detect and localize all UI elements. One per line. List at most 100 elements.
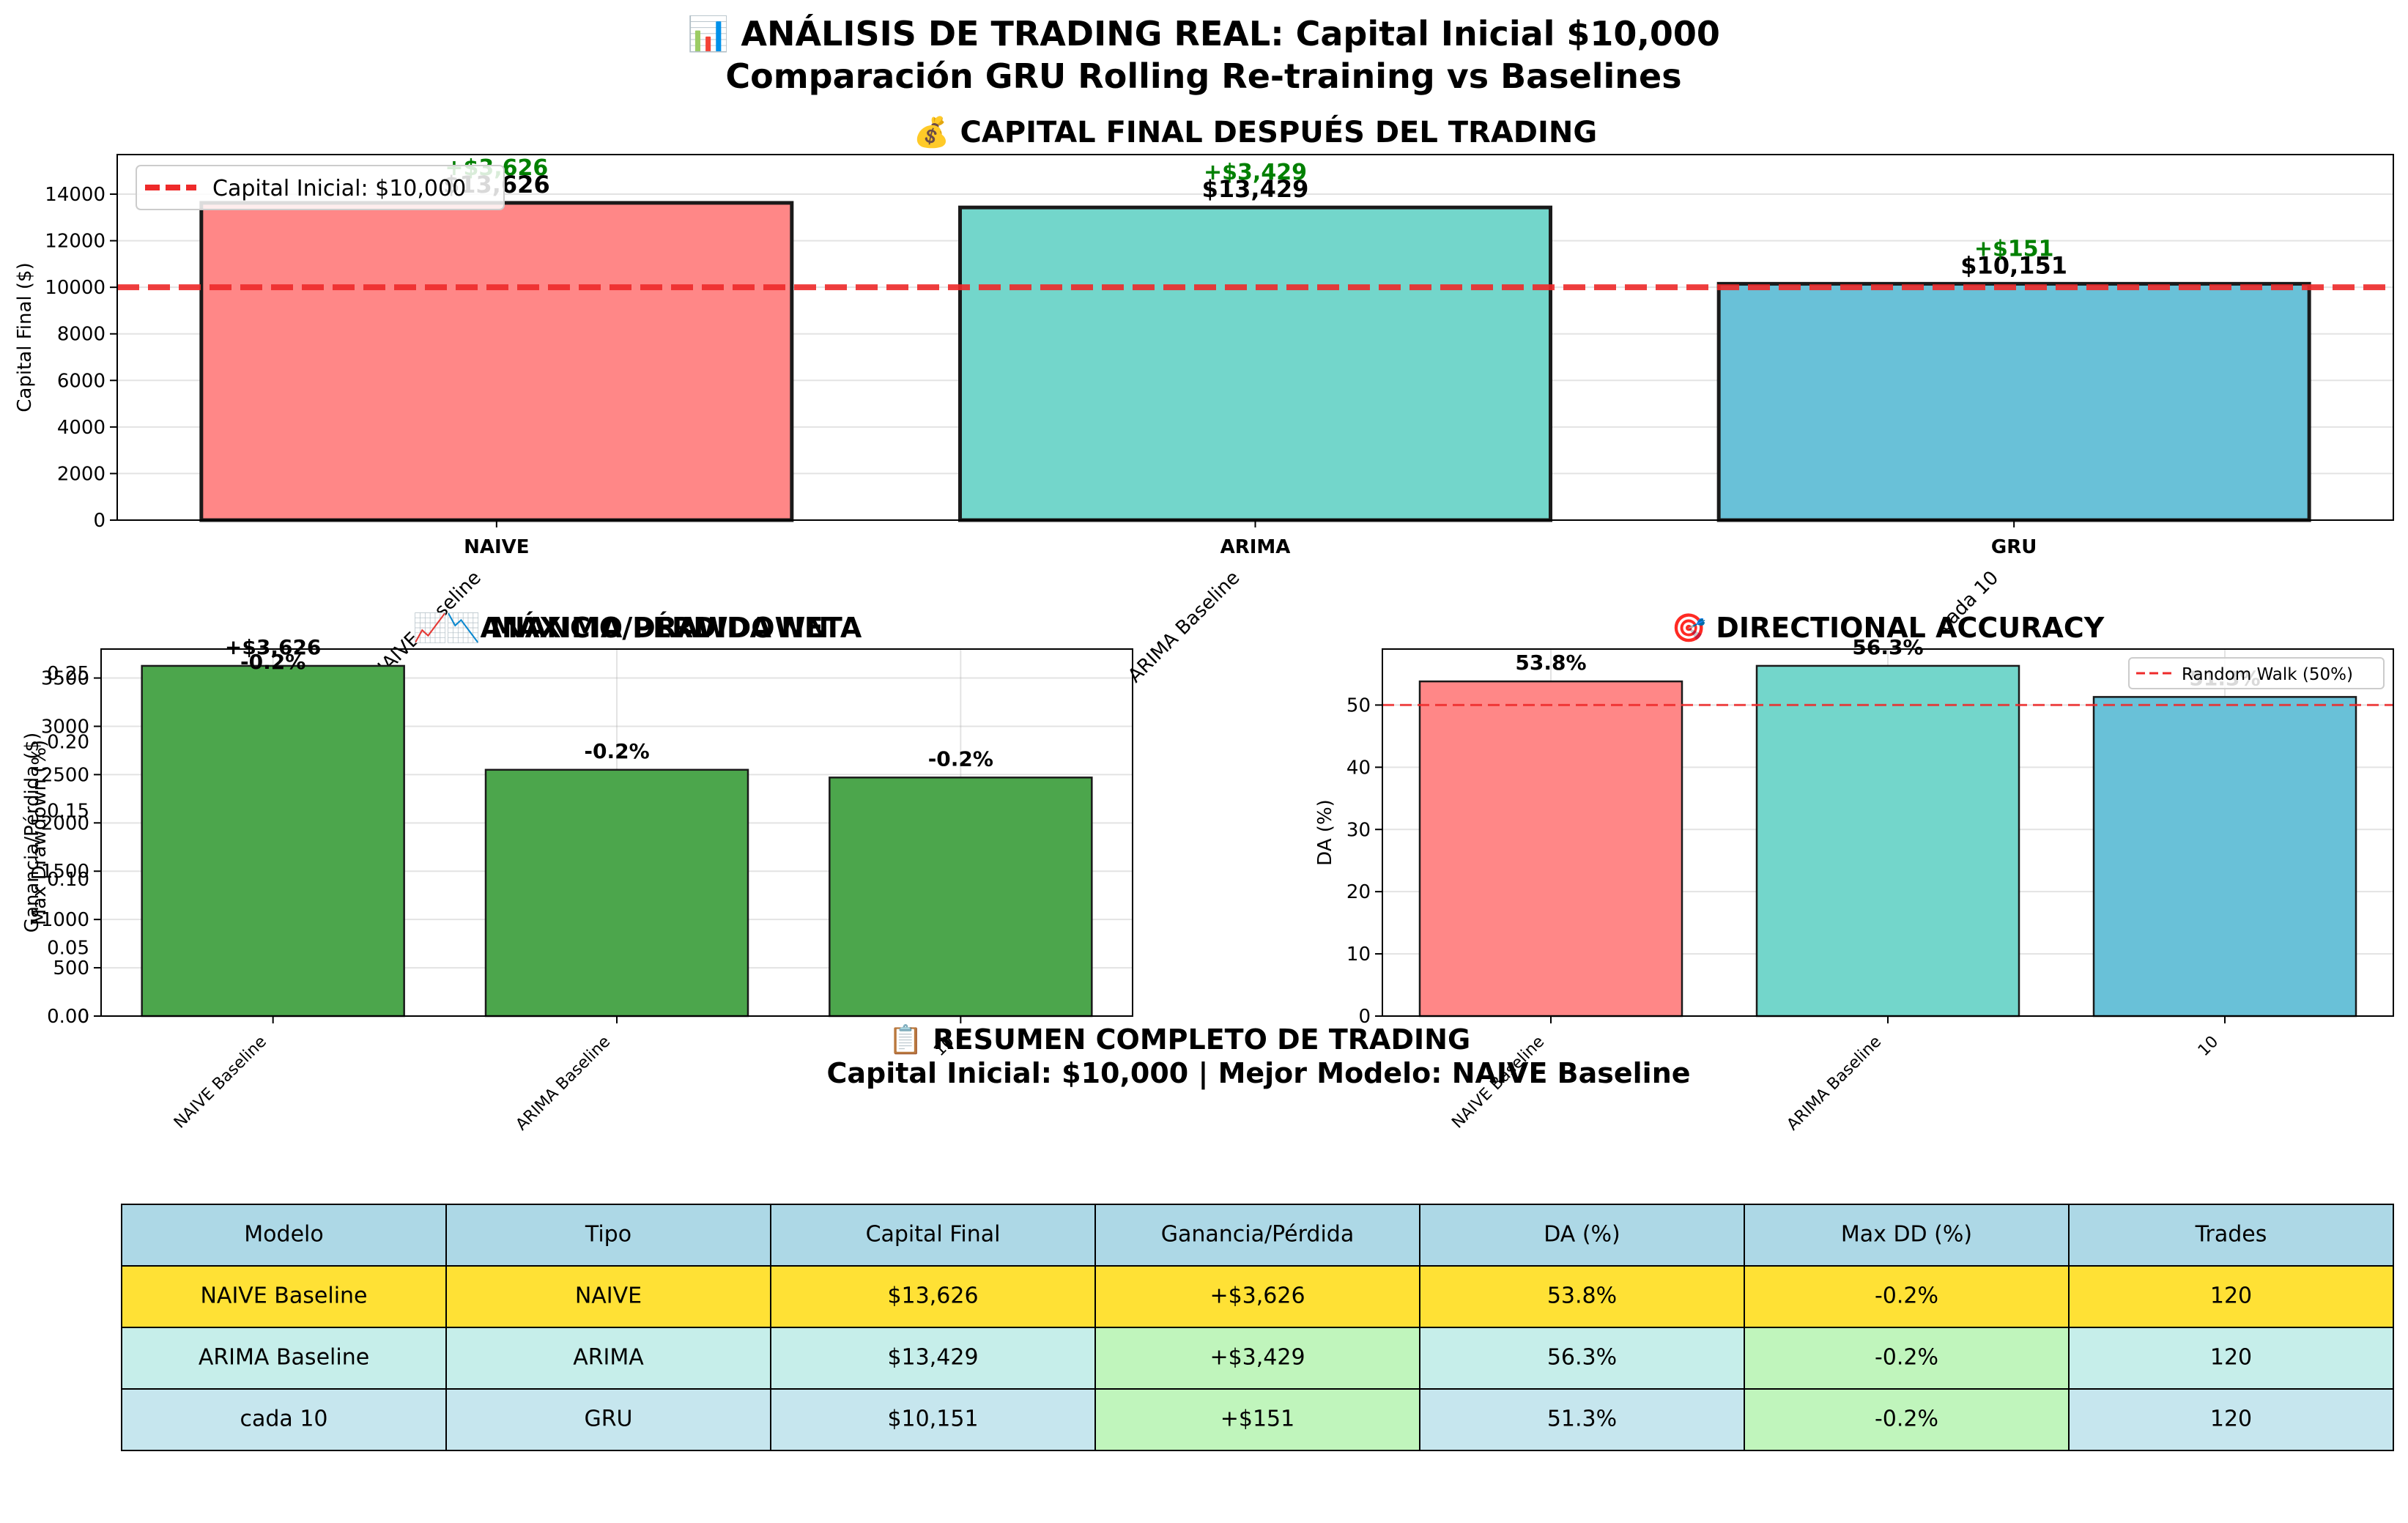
table-header-cell <box>121 1204 447 1267</box>
y-tick-label-overlay: 0.05 <box>47 937 89 959</box>
bar-profit-label: +$3,429 <box>1204 160 1307 185</box>
table-header-cell <box>770 1204 1096 1267</box>
y-tick-label: 0 <box>93 510 105 532</box>
y-axis-label: Ganancia/Pérdida ($) <box>21 733 43 933</box>
bar-da <box>1418 680 1683 1018</box>
table-cell-value: 120 <box>2210 1407 2252 1432</box>
bar-ganancia <box>829 777 1093 1018</box>
table-cell-value: NAIVE <box>575 1283 642 1309</box>
table-cell <box>2068 1388 2394 1451</box>
x-tick-label-main: GRU <box>1991 536 2037 558</box>
y-tick-label: 6000 <box>57 370 105 392</box>
table-title-line1: 📋 RESUMEN COMPLETO DE TRADING <box>889 1023 1470 1056</box>
table-cell-value: +$151 <box>1220 1407 1294 1432</box>
y-tick-label: 14000 <box>45 184 105 206</box>
y-tick-label: 2000 <box>57 463 105 485</box>
y-tick-label-overlay: 0.25 <box>47 663 89 685</box>
axes-frame <box>1382 648 2394 1017</box>
table-header-cell <box>445 1204 771 1267</box>
table-cell <box>1419 1388 1745 1451</box>
y-tick-label: 4000 <box>57 417 105 439</box>
table-cell <box>1744 1265 2070 1328</box>
x-tick-label-main: ARIMA <box>1220 536 1291 558</box>
y-tick-label: 500 <box>53 957 89 979</box>
table-header-label: DA (%) <box>1544 1222 1620 1248</box>
table-cell <box>121 1265 447 1328</box>
table-cell <box>1744 1327 2070 1390</box>
bar-value-label: +$3,626 <box>225 635 322 659</box>
y-tick-label: 10000 <box>45 277 105 299</box>
table-header-label: Tipo <box>585 1222 631 1248</box>
bar-da <box>2092 696 2357 1018</box>
table-cell <box>770 1388 1096 1451</box>
bar-value-label: $13,429 <box>1202 175 1309 203</box>
y-axis-label-overlay: Max Drawdown (%) <box>29 740 51 925</box>
legend-label: Random Walk (50%) <box>2182 665 2353 684</box>
table-header-label: Ganancia/Pérdida <box>1161 1222 1354 1248</box>
table-cell-value: +$3,429 <box>1209 1345 1305 1371</box>
table-cell-value: 56.3% <box>1547 1345 1617 1371</box>
table-cell <box>1744 1388 2070 1451</box>
table-cell-value: +$3,626 <box>1209 1283 1305 1309</box>
table-cell-value: $13,429 <box>887 1345 978 1371</box>
y-tick-label: 8000 <box>57 324 105 346</box>
suptitle-line1: 📊 ANÁLISIS DE TRADING REAL: Capital Inic… <box>687 14 1720 53</box>
y-tick-label-overlay: 0.20 <box>47 732 89 754</box>
table-cell-value: GRU <box>584 1407 632 1432</box>
y-tick-label: 50 <box>1346 694 1371 716</box>
y-tick-label: 12000 <box>45 231 105 253</box>
table-header-label: Capital Final <box>866 1222 1001 1248</box>
table-cell-value: -0.2% <box>1875 1345 1938 1371</box>
y-axis-label: DA (%) <box>1314 799 1336 866</box>
y-tick-label: 30 <box>1346 819 1371 841</box>
table-cell <box>121 1327 447 1390</box>
bar-value-label: -0.2% <box>928 746 993 771</box>
legend-box <box>136 165 505 210</box>
y-tick-label: 40 <box>1346 757 1371 779</box>
legend: Capital Inicial: $10,000 <box>136 165 505 210</box>
table-header-cell <box>1419 1204 1745 1267</box>
bar-profit-label: +$151 <box>1974 236 2054 262</box>
table-header-label: Modelo <box>244 1222 323 1248</box>
table-cell <box>1419 1327 1745 1390</box>
table-cell <box>1094 1327 1420 1390</box>
x-tick-label-main: NAIVE <box>464 536 529 558</box>
bar-value-label: 56.3% <box>1852 635 1923 659</box>
legend: Random Walk (50%) <box>2128 657 2385 689</box>
table-cell-value: 120 <box>2210 1345 2252 1371</box>
y-tick-label: 2500 <box>41 764 89 786</box>
bar-value-label: -0.2% <box>584 739 649 763</box>
suptitle-line2: Comparación GRU Rolling Re-training vs B… <box>725 56 1681 96</box>
axes-frame <box>116 154 2394 521</box>
table-cell-value: $13,626 <box>887 1283 978 1309</box>
table-header-cell <box>2068 1204 2394 1267</box>
y-tick-label: 2000 <box>41 812 89 834</box>
table-cell-value: cada 10 <box>240 1407 327 1432</box>
bar-value-label: $10,151 <box>1960 251 2067 279</box>
chart-title: 💰 CAPITAL FINAL DESPUÉS DEL TRADING <box>914 114 1597 149</box>
table-cell-value: -0.2% <box>1875 1407 1938 1432</box>
table-cell-value: -0.2% <box>1875 1283 1938 1309</box>
y-tick-label: 3500 <box>41 668 89 690</box>
table-cell <box>770 1265 1096 1328</box>
chart-title-overlay: 📉 MÁXIMO DRAWDOWN <box>446 612 829 644</box>
bar-ganancia <box>484 768 749 1018</box>
table-cell <box>770 1327 1096 1390</box>
table-cell <box>445 1327 771 1390</box>
chart-title: 🎯 DIRECTIONAL ACCURACY <box>1672 612 2105 644</box>
y-tick-label: 1500 <box>41 861 89 883</box>
table-header-label: Max DD (%) <box>1841 1222 1972 1248</box>
axes-frame <box>100 648 1133 1017</box>
table-cell-value: ARIMA Baseline <box>199 1345 369 1371</box>
y-tick-label: 1000 <box>41 909 89 931</box>
y-tick-label: 0 <box>1358 1006 1371 1028</box>
table-cell-value: 51.3% <box>1547 1407 1617 1432</box>
table-cell-value: 120 <box>2210 1283 2252 1309</box>
bar-value-label: 53.8% <box>1515 651 1586 675</box>
bar-capital-naive <box>199 201 794 522</box>
y-tick-label: 0 <box>77 1006 89 1028</box>
legend-label: Capital Inicial: $10,000 <box>212 176 466 201</box>
y-tick-label: 3000 <box>41 716 89 738</box>
table-header-label: Trades <box>2195 1222 2267 1248</box>
